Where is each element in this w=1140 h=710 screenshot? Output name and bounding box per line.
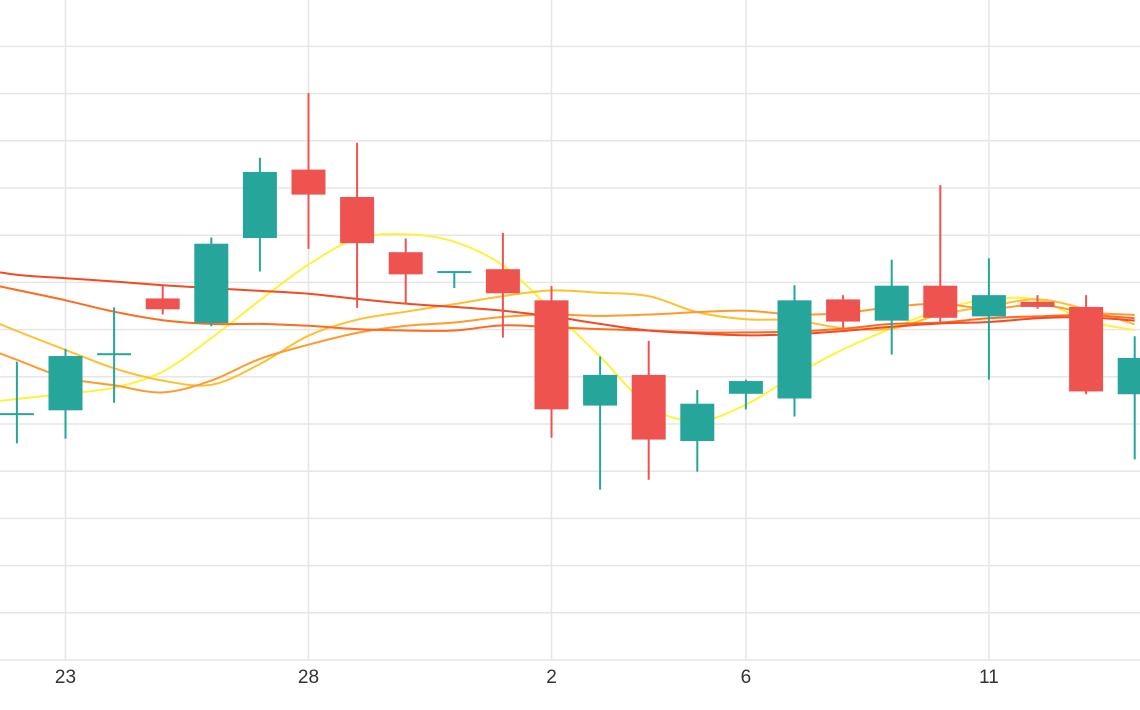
candle-body	[1069, 306, 1104, 392]
candle-body	[242, 171, 277, 239]
candle-body	[1117, 357, 1140, 395]
candle	[97, 307, 132, 403]
candle	[48, 348, 83, 439]
candle-body	[437, 271, 472, 274]
candle-body	[826, 299, 861, 322]
candle-body	[923, 285, 958, 318]
candle-body	[145, 298, 180, 310]
candle	[388, 238, 423, 305]
candle	[874, 259, 909, 355]
candle	[485, 232, 520, 338]
candle-body	[631, 374, 666, 440]
candle	[680, 390, 715, 472]
candle	[923, 185, 958, 324]
candle-body	[388, 252, 423, 275]
candle-body	[971, 295, 1006, 317]
candle-body	[534, 300, 569, 410]
candle	[291, 93, 326, 249]
candle-body	[485, 269, 520, 294]
candle	[777, 285, 812, 417]
x-tick-label: 2	[546, 667, 557, 688]
candle	[826, 295, 861, 328]
candle	[1020, 295, 1055, 309]
candle	[583, 356, 618, 490]
candle-body	[48, 356, 83, 411]
candle	[0, 361, 34, 444]
candle	[534, 286, 569, 438]
candle	[194, 237, 229, 327]
candle	[1069, 295, 1104, 395]
candle	[340, 142, 375, 308]
candle	[631, 340, 666, 480]
candles	[0, 93, 1140, 490]
x-tick-label: 11	[979, 667, 999, 688]
candle-body	[1020, 301, 1055, 307]
candle-body	[97, 353, 132, 356]
candle	[971, 258, 1006, 380]
candle	[242, 157, 277, 272]
candle	[728, 379, 763, 410]
candle-body	[874, 285, 909, 321]
x-tick-label: 23	[55, 667, 76, 688]
candle	[145, 286, 180, 315]
candle-body	[777, 300, 812, 399]
candle-body	[291, 169, 326, 195]
x-tick-label: 6	[741, 667, 752, 688]
candle-body	[0, 413, 34, 416]
x-tick-label: 28	[298, 667, 319, 688]
candle-body	[728, 381, 763, 394]
candle-body	[680, 403, 715, 441]
candle-body	[340, 196, 375, 244]
candle-body	[583, 374, 618, 406]
grid	[0, 0, 1140, 661]
candle-body	[194, 243, 229, 323]
candle	[437, 271, 472, 289]
x-axis: 2328261116	[55, 667, 999, 688]
candle	[1117, 336, 1140, 460]
